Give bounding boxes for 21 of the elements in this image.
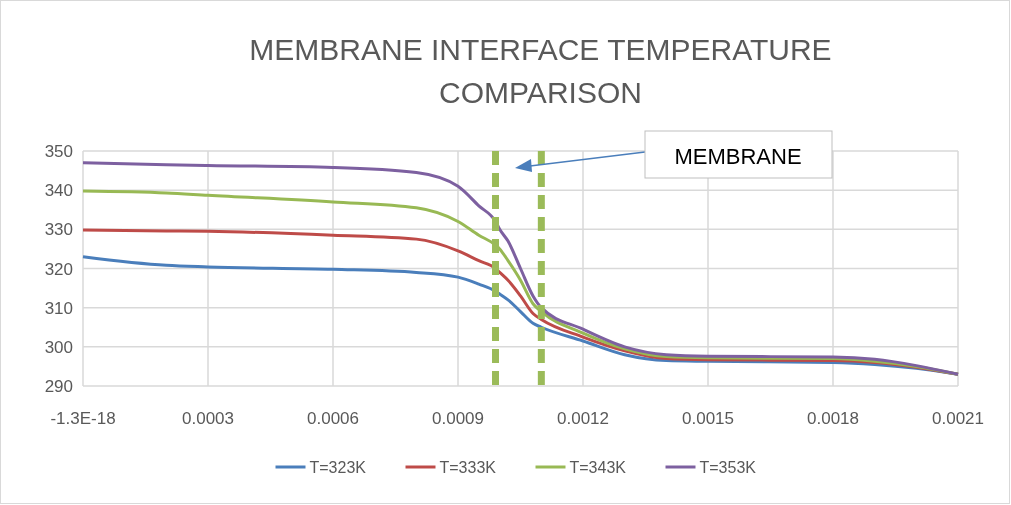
y-tick-label: 350 bbox=[44, 142, 73, 161]
legend-label: T=333K bbox=[439, 459, 497, 476]
x-tick-label: 0.0012 bbox=[557, 409, 609, 428]
x-tick-label: 0.0003 bbox=[182, 409, 234, 428]
x-tick-label: 0.0006 bbox=[307, 409, 359, 428]
legend-label: T=353K bbox=[699, 459, 757, 476]
x-tick-label: 0.0018 bbox=[807, 409, 859, 428]
annotation: MEMBRANE bbox=[674, 144, 802, 169]
legend-label: T=343K bbox=[569, 459, 627, 476]
x-tick-label: -1.3E-18 bbox=[50, 409, 116, 428]
y-tick-label: 340 bbox=[44, 181, 73, 201]
x-tick-label: 0.0021 bbox=[932, 409, 984, 428]
x-tick-label: 0.0015 bbox=[682, 409, 734, 428]
x-tick-label: 0.0009 bbox=[432, 409, 484, 428]
chart-title: MEMBRANE INTERFACE TEMPERATURE COMPARISON bbox=[249, 33, 832, 109]
y-tick-label: 320 bbox=[44, 259, 73, 279]
y-tick-label: 300 bbox=[44, 337, 73, 357]
y-tick-label: 330 bbox=[44, 220, 73, 240]
legend-label: T=323K bbox=[309, 459, 367, 476]
y-tick-label: 310 bbox=[44, 298, 73, 318]
y-tick-label: 290 bbox=[44, 377, 73, 396]
